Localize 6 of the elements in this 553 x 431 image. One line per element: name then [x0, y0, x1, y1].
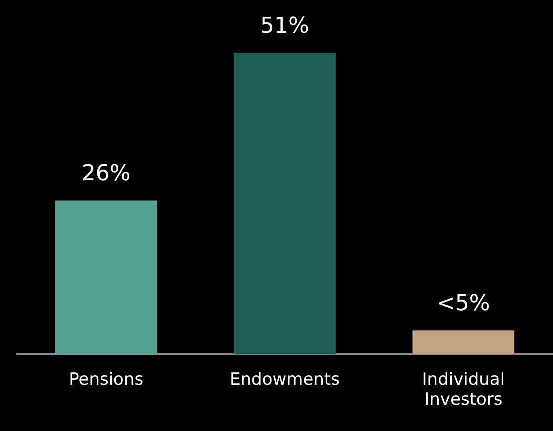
data-label: 26% — [82, 162, 131, 187]
data-label: <5% — [436, 292, 490, 317]
data-label: 51% — [260, 14, 310, 40]
x-tick-label: Individual Investors — [422, 370, 506, 410]
x-tick-label: Endowments — [230, 370, 340, 390]
x-tick-label: Pensions — [69, 370, 144, 390]
